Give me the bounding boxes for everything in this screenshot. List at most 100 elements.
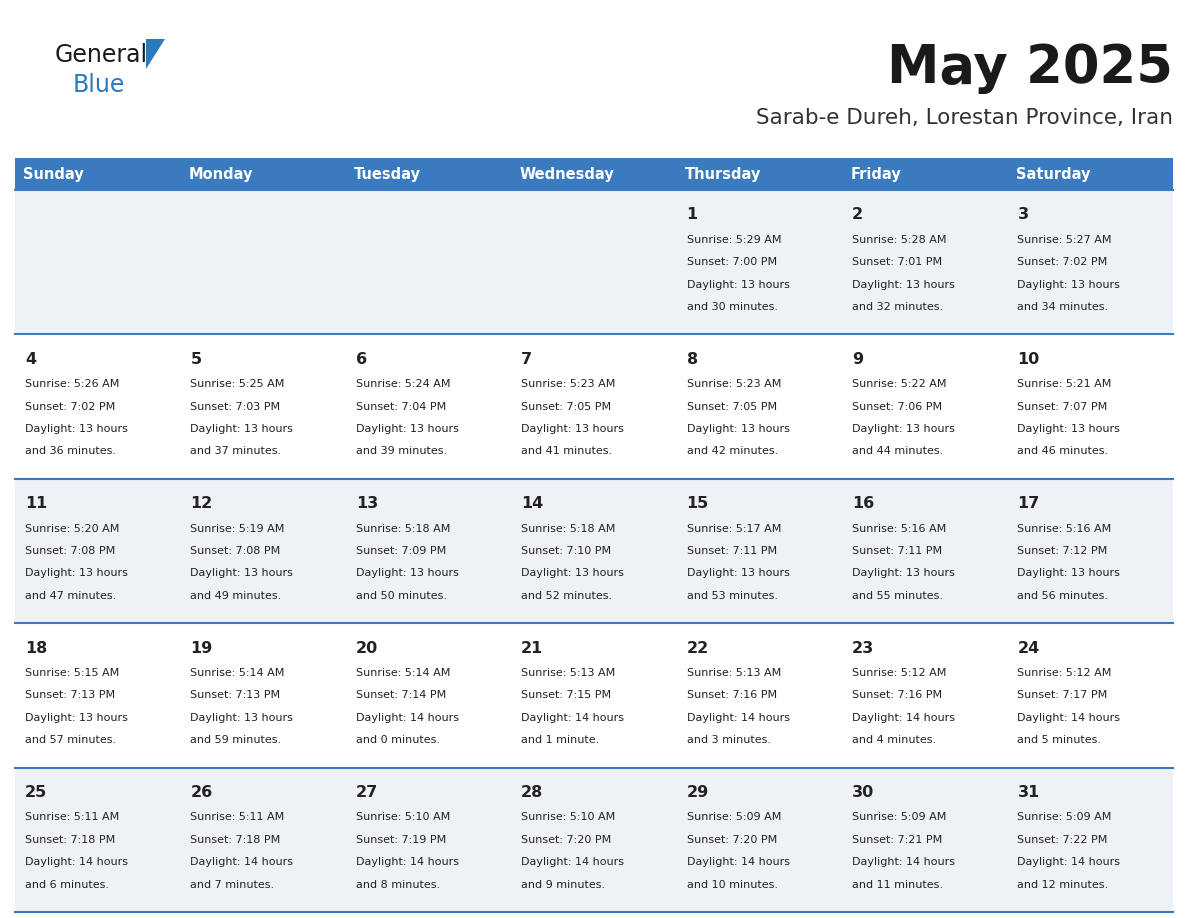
Text: Sunrise: 5:12 AM: Sunrise: 5:12 AM bbox=[1017, 668, 1112, 678]
Text: 23: 23 bbox=[852, 641, 874, 655]
Text: Sunrise: 5:10 AM: Sunrise: 5:10 AM bbox=[522, 812, 615, 823]
Text: 26: 26 bbox=[190, 785, 213, 800]
Text: 15: 15 bbox=[687, 496, 709, 511]
Text: Sunrise: 5:18 AM: Sunrise: 5:18 AM bbox=[355, 523, 450, 533]
FancyBboxPatch shape bbox=[181, 158, 346, 190]
Text: Sunrise: 5:13 AM: Sunrise: 5:13 AM bbox=[522, 668, 615, 678]
Text: Sunset: 7:06 PM: Sunset: 7:06 PM bbox=[852, 401, 942, 411]
Text: and 32 minutes.: and 32 minutes. bbox=[852, 302, 943, 312]
Text: Sunset: 7:02 PM: Sunset: 7:02 PM bbox=[1017, 257, 1107, 267]
Text: 2: 2 bbox=[852, 207, 864, 222]
Text: and 39 minutes.: and 39 minutes. bbox=[355, 446, 447, 456]
Text: Daylight: 13 hours: Daylight: 13 hours bbox=[355, 568, 459, 578]
Text: Sunset: 7:13 PM: Sunset: 7:13 PM bbox=[25, 690, 115, 700]
Text: Daylight: 14 hours: Daylight: 14 hours bbox=[687, 712, 790, 722]
Text: 9: 9 bbox=[852, 352, 864, 366]
Text: and 1 minute.: and 1 minute. bbox=[522, 735, 600, 745]
Text: Sunrise: 5:10 AM: Sunrise: 5:10 AM bbox=[355, 812, 450, 823]
Text: Daylight: 14 hours: Daylight: 14 hours bbox=[355, 712, 459, 722]
Text: Sunset: 7:08 PM: Sunset: 7:08 PM bbox=[25, 546, 115, 556]
Text: Saturday: Saturday bbox=[1016, 166, 1091, 182]
Text: Sunrise: 5:27 AM: Sunrise: 5:27 AM bbox=[1017, 235, 1112, 245]
Text: Daylight: 13 hours: Daylight: 13 hours bbox=[190, 424, 293, 434]
Text: and 53 minutes.: and 53 minutes. bbox=[687, 590, 778, 600]
Text: Daylight: 13 hours: Daylight: 13 hours bbox=[522, 568, 624, 578]
Text: 14: 14 bbox=[522, 496, 543, 511]
Text: Sunset: 7:11 PM: Sunset: 7:11 PM bbox=[687, 546, 777, 556]
Text: 29: 29 bbox=[687, 785, 709, 800]
Text: and 37 minutes.: and 37 minutes. bbox=[190, 446, 282, 456]
FancyBboxPatch shape bbox=[677, 623, 842, 767]
Text: Daylight: 14 hours: Daylight: 14 hours bbox=[522, 857, 624, 868]
Text: Sunrise: 5:26 AM: Sunrise: 5:26 AM bbox=[25, 379, 119, 389]
Text: and 30 minutes.: and 30 minutes. bbox=[687, 302, 778, 312]
FancyBboxPatch shape bbox=[181, 334, 346, 479]
Text: and 10 minutes.: and 10 minutes. bbox=[687, 879, 778, 890]
Text: Sunset: 7:02 PM: Sunset: 7:02 PM bbox=[25, 401, 115, 411]
Text: 6: 6 bbox=[355, 352, 367, 366]
Text: Sunrise: 5:18 AM: Sunrise: 5:18 AM bbox=[522, 523, 615, 533]
Text: General: General bbox=[55, 43, 148, 67]
FancyBboxPatch shape bbox=[1007, 190, 1173, 334]
Text: Sunrise: 5:17 AM: Sunrise: 5:17 AM bbox=[687, 523, 781, 533]
FancyBboxPatch shape bbox=[511, 190, 677, 334]
Text: Daylight: 13 hours: Daylight: 13 hours bbox=[1017, 279, 1120, 289]
FancyBboxPatch shape bbox=[1007, 623, 1173, 767]
Text: and 5 minutes.: and 5 minutes. bbox=[1017, 735, 1101, 745]
FancyBboxPatch shape bbox=[677, 158, 842, 190]
Text: Sunday: Sunday bbox=[24, 166, 84, 182]
Text: Daylight: 13 hours: Daylight: 13 hours bbox=[687, 424, 790, 434]
Text: 8: 8 bbox=[687, 352, 697, 366]
Text: Daylight: 14 hours: Daylight: 14 hours bbox=[852, 712, 955, 722]
Text: Sunset: 7:16 PM: Sunset: 7:16 PM bbox=[852, 690, 942, 700]
Text: and 6 minutes.: and 6 minutes. bbox=[25, 879, 109, 890]
FancyBboxPatch shape bbox=[511, 479, 677, 623]
Text: 22: 22 bbox=[687, 641, 709, 655]
Text: Sunrise: 5:11 AM: Sunrise: 5:11 AM bbox=[25, 812, 119, 823]
Text: 27: 27 bbox=[355, 785, 378, 800]
Text: Sunset: 7:17 PM: Sunset: 7:17 PM bbox=[1017, 690, 1107, 700]
Text: Daylight: 14 hours: Daylight: 14 hours bbox=[190, 857, 293, 868]
Text: Sunset: 7:05 PM: Sunset: 7:05 PM bbox=[522, 401, 612, 411]
Text: and 34 minutes.: and 34 minutes. bbox=[1017, 302, 1108, 312]
FancyBboxPatch shape bbox=[1007, 767, 1173, 912]
Text: 31: 31 bbox=[1017, 785, 1040, 800]
Text: 21: 21 bbox=[522, 641, 543, 655]
Text: Sunset: 7:22 PM: Sunset: 7:22 PM bbox=[1017, 834, 1108, 845]
Text: Sunrise: 5:21 AM: Sunrise: 5:21 AM bbox=[1017, 379, 1112, 389]
Text: Daylight: 14 hours: Daylight: 14 hours bbox=[687, 857, 790, 868]
Text: Sunset: 7:21 PM: Sunset: 7:21 PM bbox=[852, 834, 942, 845]
Text: Daylight: 14 hours: Daylight: 14 hours bbox=[1017, 712, 1120, 722]
Text: 10: 10 bbox=[1017, 352, 1040, 366]
Text: Sunset: 7:13 PM: Sunset: 7:13 PM bbox=[190, 690, 280, 700]
Text: and 0 minutes.: and 0 minutes. bbox=[355, 735, 440, 745]
Text: 5: 5 bbox=[190, 352, 202, 366]
Text: 1: 1 bbox=[687, 207, 697, 222]
Text: and 50 minutes.: and 50 minutes. bbox=[355, 590, 447, 600]
Text: and 3 minutes.: and 3 minutes. bbox=[687, 735, 771, 745]
Text: 24: 24 bbox=[1017, 641, 1040, 655]
Text: Sunset: 7:19 PM: Sunset: 7:19 PM bbox=[355, 834, 446, 845]
Text: Daylight: 13 hours: Daylight: 13 hours bbox=[25, 424, 128, 434]
Text: Daylight: 13 hours: Daylight: 13 hours bbox=[1017, 424, 1120, 434]
Text: 12: 12 bbox=[190, 496, 213, 511]
Text: Sunrise: 5:13 AM: Sunrise: 5:13 AM bbox=[687, 668, 781, 678]
Text: 4: 4 bbox=[25, 352, 36, 366]
Text: 3: 3 bbox=[1017, 207, 1029, 222]
Text: Daylight: 13 hours: Daylight: 13 hours bbox=[1017, 568, 1120, 578]
Text: and 57 minutes.: and 57 minutes. bbox=[25, 735, 116, 745]
FancyBboxPatch shape bbox=[842, 334, 1007, 479]
FancyBboxPatch shape bbox=[346, 479, 511, 623]
Text: 25: 25 bbox=[25, 785, 48, 800]
Text: Daylight: 13 hours: Daylight: 13 hours bbox=[25, 712, 128, 722]
Text: Daylight: 14 hours: Daylight: 14 hours bbox=[25, 857, 128, 868]
Text: Sunrise: 5:12 AM: Sunrise: 5:12 AM bbox=[852, 668, 947, 678]
FancyBboxPatch shape bbox=[346, 623, 511, 767]
Text: and 59 minutes.: and 59 minutes. bbox=[190, 735, 282, 745]
Text: Sunset: 7:10 PM: Sunset: 7:10 PM bbox=[522, 546, 612, 556]
Text: Sunrise: 5:09 AM: Sunrise: 5:09 AM bbox=[1017, 812, 1112, 823]
Text: 7: 7 bbox=[522, 352, 532, 366]
Text: 11: 11 bbox=[25, 496, 48, 511]
FancyBboxPatch shape bbox=[15, 767, 181, 912]
FancyBboxPatch shape bbox=[511, 158, 677, 190]
